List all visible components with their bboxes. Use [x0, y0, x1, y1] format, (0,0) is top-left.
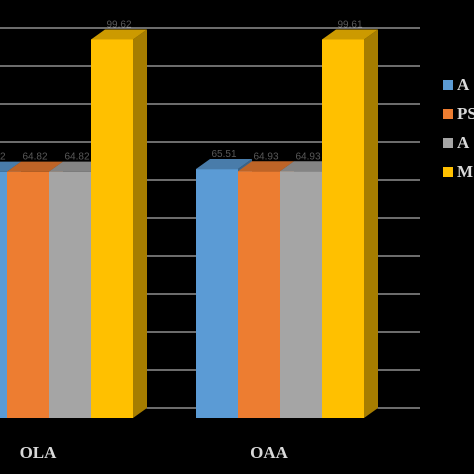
legend-label: PS: [457, 104, 474, 123]
legend-label: A: [457, 133, 470, 152]
bar-front: [0, 171, 7, 418]
legend-label: A: [457, 75, 470, 94]
legend-swatch: [443, 138, 453, 148]
x-tick-label: OAA: [250, 443, 289, 462]
value-label: 99.62: [106, 19, 131, 30]
legend-swatch: [443, 109, 453, 119]
bar-top: [0, 161, 21, 172]
bar-top: [7, 161, 63, 172]
x-tick-label: OLA: [20, 443, 58, 462]
bar-side: [364, 29, 378, 419]
bar-front: [280, 171, 322, 418]
bar: [322, 29, 378, 419]
value-label: 64.82: [0, 152, 6, 163]
bar-top: [322, 29, 378, 40]
bar-top: [91, 29, 147, 40]
bar-front: [91, 39, 133, 418]
bar-front: [49, 171, 91, 418]
legend-swatch: [443, 80, 453, 90]
value-label: 65.51: [211, 149, 236, 160]
value-label: 64.82: [64, 152, 89, 163]
bar-top: [196, 159, 252, 170]
value-label: 99.61: [337, 19, 362, 30]
bar-top: [238, 161, 294, 172]
bar-front: [238, 171, 280, 418]
value-label: 64.82: [22, 152, 47, 163]
legend-label: M: [457, 162, 473, 181]
bar-front: [322, 39, 364, 419]
value-label: 64.93: [295, 151, 320, 162]
bar-front: [7, 171, 49, 418]
bar: [91, 29, 147, 418]
value-label: 64.93: [253, 151, 278, 162]
bar-front: [196, 169, 238, 418]
legend-swatch: [443, 167, 453, 177]
bar-side: [133, 29, 147, 418]
